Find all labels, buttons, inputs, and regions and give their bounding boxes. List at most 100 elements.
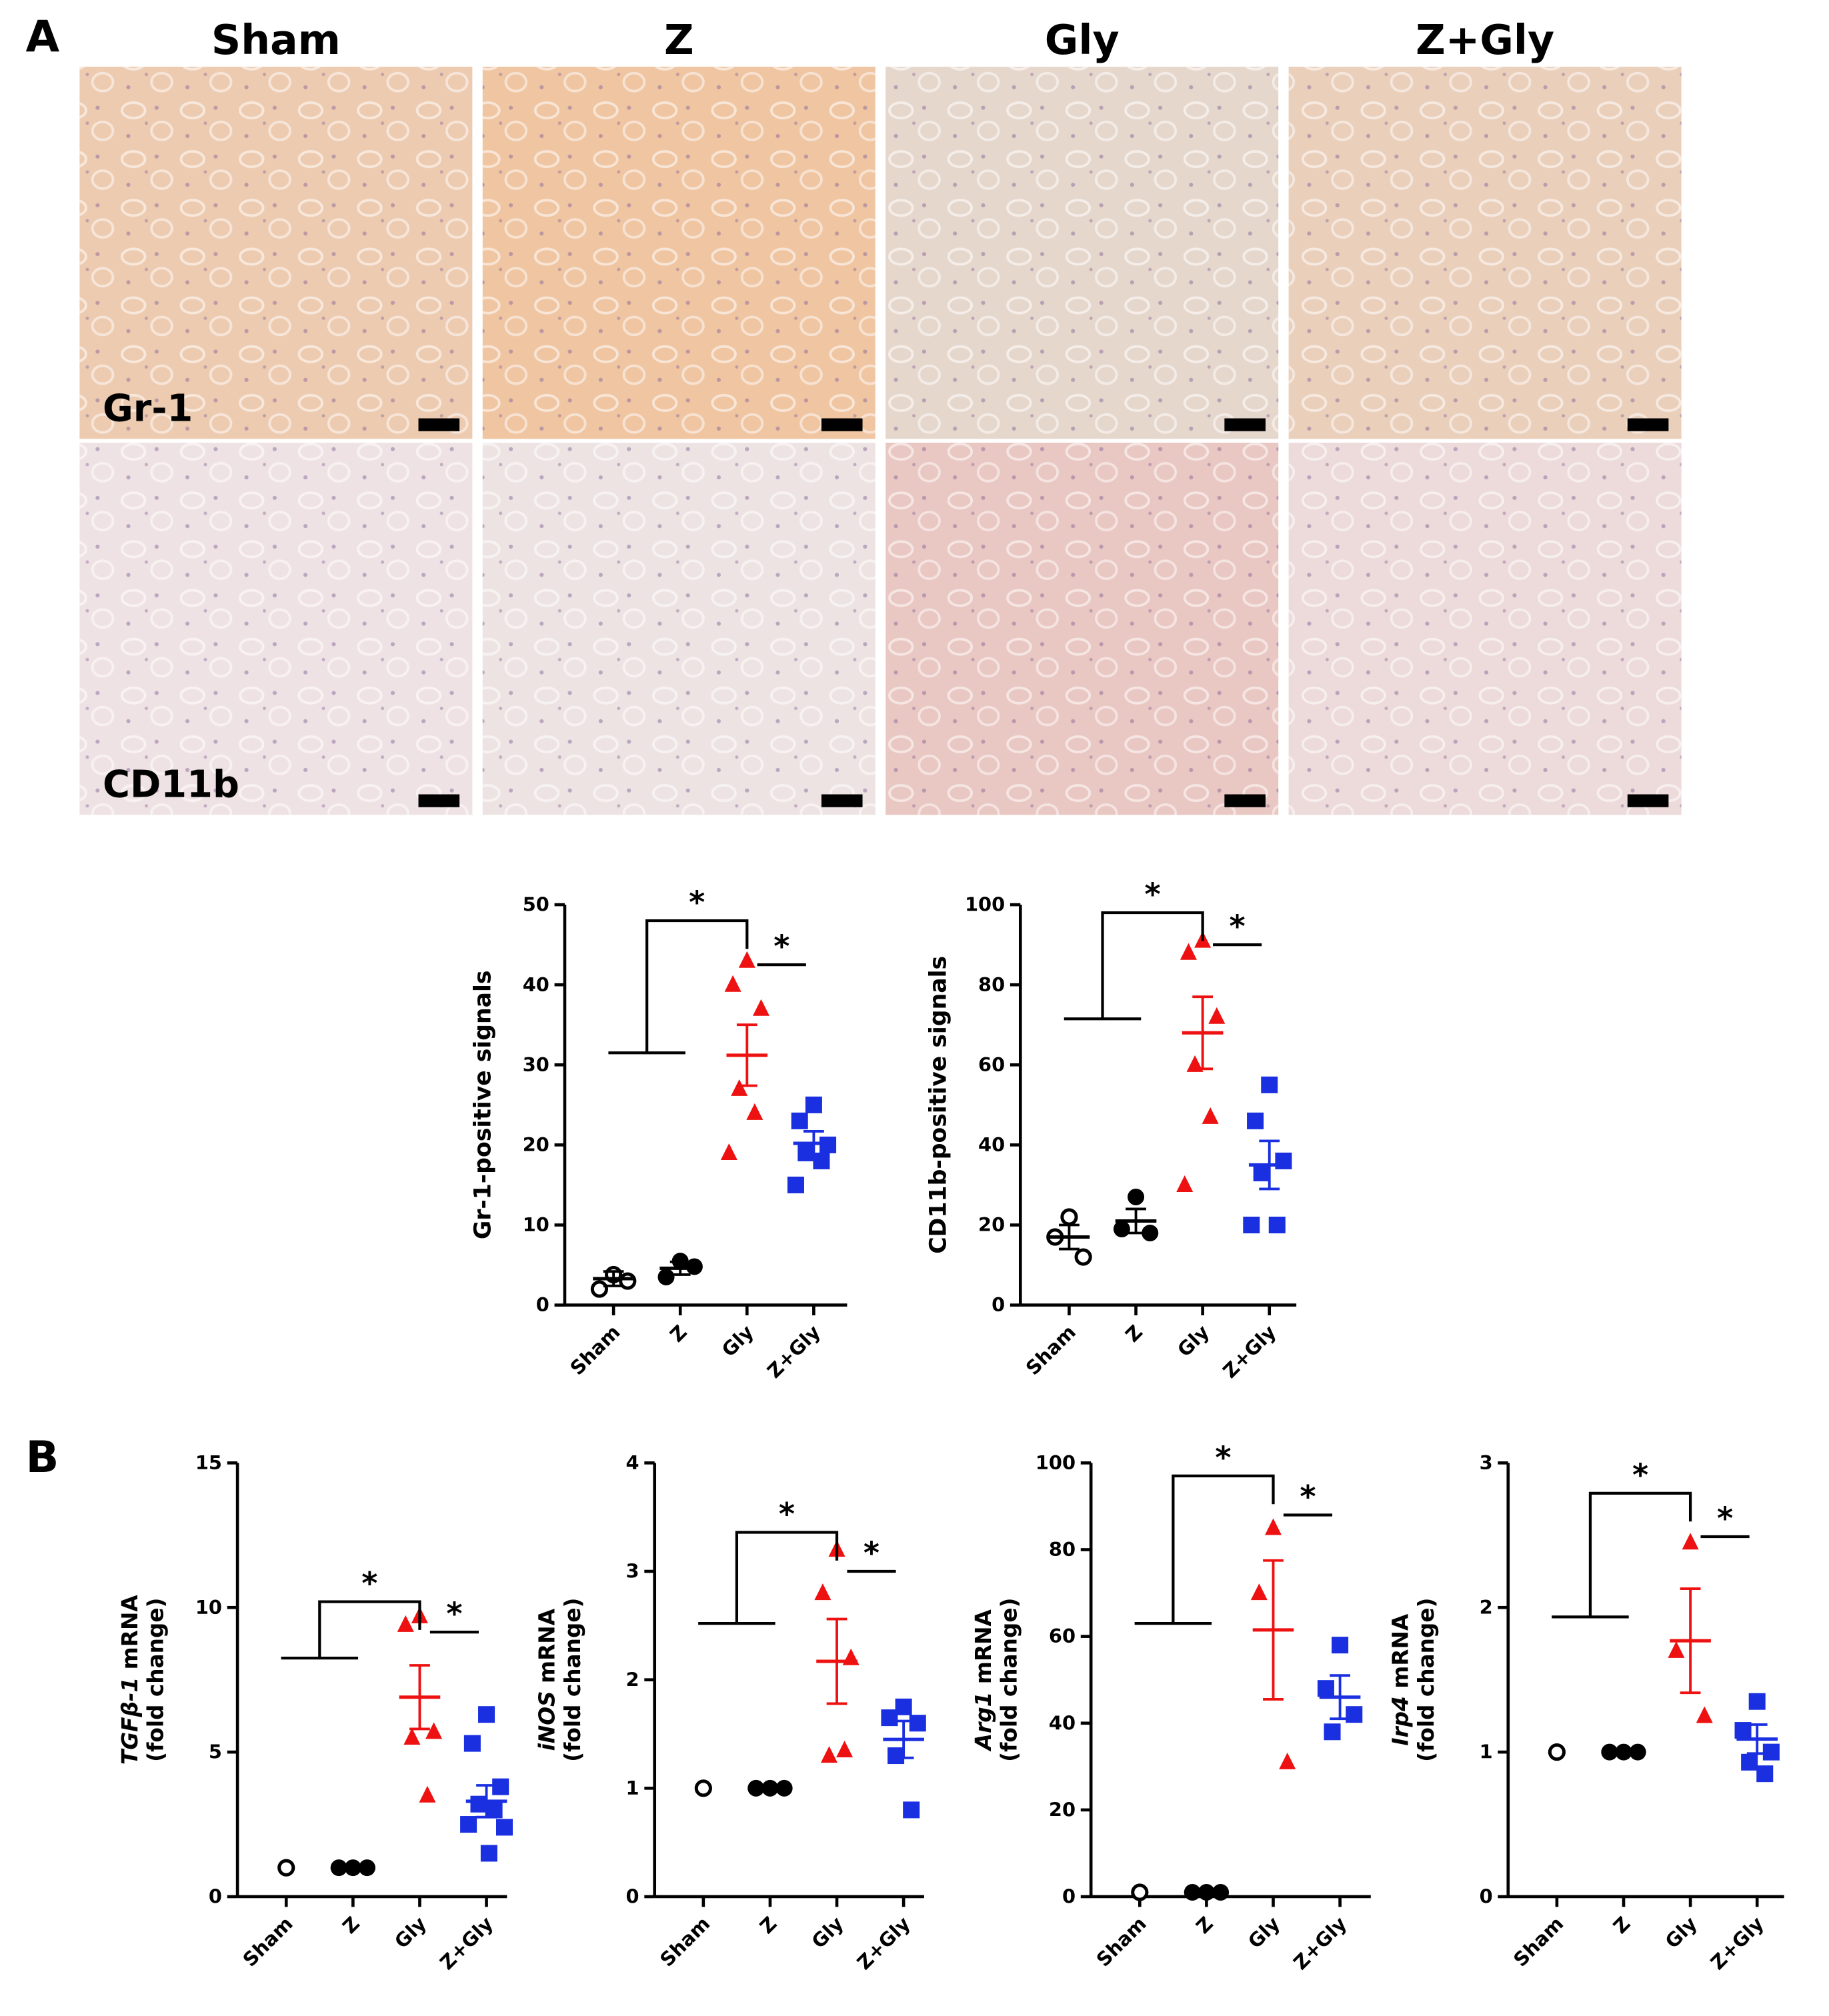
micrograph-texture bbox=[79, 443, 473, 815]
y-axis-label: iNOS mRNA bbox=[535, 1608, 560, 1751]
data-point bbox=[1261, 1076, 1278, 1093]
scale-bar bbox=[1627, 418, 1669, 431]
data-point bbox=[1741, 1753, 1758, 1771]
y-tick-label: 5 bbox=[209, 1741, 222, 1763]
data-point bbox=[403, 1727, 421, 1745]
data-point bbox=[1060, 1208, 1078, 1226]
significance: * bbox=[1717, 1500, 1733, 1536]
x-tick-label: Z bbox=[665, 1321, 691, 1347]
y-axis-label: Irp4 mRNA bbox=[1388, 1613, 1414, 1746]
data-point bbox=[791, 1112, 808, 1129]
data-point bbox=[797, 1144, 815, 1161]
data-point bbox=[1756, 1765, 1774, 1783]
data-point bbox=[836, 1740, 853, 1757]
significance: * bbox=[773, 929, 789, 965]
y-axis-label-text: mRNA bbox=[535, 1608, 560, 1683]
y-tick-label: 4 bbox=[626, 1451, 639, 1474]
scale-bar bbox=[1224, 418, 1266, 431]
row-label: Gr-1 bbox=[103, 387, 193, 430]
x-tick-label: Gly bbox=[717, 1321, 758, 1361]
y-tick-label: 100 bbox=[965, 893, 1005, 916]
bracket bbox=[735, 1531, 839, 1624]
x-tick-label: Sham bbox=[565, 1321, 624, 1379]
y-tick-label: 3 bbox=[1480, 1451, 1493, 1474]
column-label: Z bbox=[664, 16, 694, 64]
data-point bbox=[903, 1801, 920, 1819]
data-point bbox=[746, 1103, 763, 1120]
x-tick-label: Sham bbox=[1092, 1912, 1151, 1971]
y-tick-label: 20 bbox=[523, 1133, 549, 1156]
data-point bbox=[397, 1615, 414, 1632]
y-tick-label: 3 bbox=[626, 1560, 639, 1583]
y-tick-label: 2 bbox=[1480, 1596, 1493, 1619]
data-point bbox=[485, 1801, 503, 1819]
x-tick-label: Sham bbox=[1509, 1912, 1568, 1971]
scale-bar bbox=[418, 794, 460, 807]
data-point bbox=[495, 1819, 513, 1836]
data-point bbox=[425, 1722, 443, 1739]
x-tick-label: Gly bbox=[1244, 1912, 1284, 1953]
data-point bbox=[1264, 1518, 1282, 1535]
data-point bbox=[1208, 1007, 1226, 1024]
significance: * bbox=[689, 885, 705, 921]
data-point bbox=[1548, 1743, 1566, 1761]
y-tick-label: 40 bbox=[978, 1133, 1005, 1156]
x-tick-label: Gly bbox=[807, 1912, 847, 1953]
micrograph-texture bbox=[885, 443, 1279, 815]
data-point bbox=[814, 1583, 831, 1601]
x-tick-label: Sham bbox=[238, 1912, 297, 1971]
x-tick-label: Z+Gly bbox=[763, 1321, 825, 1383]
data-point bbox=[1180, 943, 1197, 960]
data-point bbox=[460, 1816, 477, 1833]
data-point bbox=[1113, 1220, 1130, 1238]
y-tick-label: 100 bbox=[1036, 1451, 1076, 1474]
data-point bbox=[881, 1709, 898, 1727]
y-axis-label: Arg1 mRNA bbox=[971, 1609, 996, 1752]
x-tick-label: Gly bbox=[1173, 1321, 1214, 1361]
data-point bbox=[463, 1735, 481, 1752]
y-tick-label: 60 bbox=[1049, 1625, 1076, 1647]
micrograph-texture bbox=[885, 67, 1279, 439]
scale-bar bbox=[821, 794, 863, 807]
gene-name: iNOS bbox=[535, 1691, 560, 1751]
y-axis-unit: (fold change) bbox=[1414, 1598, 1439, 1762]
micrograph-texture bbox=[482, 67, 875, 439]
data-point bbox=[909, 1715, 926, 1732]
data-point bbox=[1275, 1152, 1292, 1169]
y-tick-label: 0 bbox=[536, 1293, 549, 1316]
x-tick-label: Z bbox=[1192, 1912, 1218, 1938]
data-point bbox=[1682, 1533, 1699, 1550]
bracket bbox=[1101, 911, 1204, 1019]
significance: * bbox=[1215, 1439, 1231, 1475]
data-point bbox=[694, 1779, 712, 1797]
data-point bbox=[720, 1143, 737, 1160]
bracket bbox=[1588, 1491, 1692, 1617]
x-tick-label: Sham bbox=[655, 1912, 714, 1971]
gene-name: Arg1 bbox=[971, 1692, 996, 1753]
data-point bbox=[1202, 1107, 1219, 1124]
y-tick-label: 60 bbox=[978, 1053, 1005, 1076]
column-label: Z+Gly bbox=[1416, 16, 1554, 64]
x-tick-label: Z bbox=[1609, 1912, 1635, 1938]
scale-bar bbox=[821, 418, 863, 431]
x-tick-label: Sham bbox=[1022, 1321, 1080, 1379]
micrograph-texture bbox=[1288, 443, 1682, 815]
x-tick-label: Z+Gly bbox=[853, 1912, 915, 1974]
data-point bbox=[1762, 1743, 1780, 1761]
data-point bbox=[805, 1096, 822, 1113]
y-tick-label: 1 bbox=[1480, 1741, 1493, 1763]
data-point bbox=[1668, 1641, 1685, 1658]
y-tick-label: 2 bbox=[626, 1668, 639, 1691]
data-point bbox=[724, 975, 741, 992]
data-point bbox=[492, 1778, 509, 1795]
scale-bar bbox=[1627, 794, 1669, 807]
data-point bbox=[1128, 1188, 1145, 1205]
y-axis-label: CD11b-positive signals bbox=[926, 956, 952, 1254]
x-tick-label: Z bbox=[755, 1912, 781, 1938]
data-point bbox=[1142, 1224, 1159, 1242]
y-axis-label-text: mRNA bbox=[1388, 1613, 1414, 1689]
panel-label: B bbox=[26, 1432, 59, 1483]
data-point bbox=[1317, 1680, 1334, 1697]
y-tick-label: 20 bbox=[1049, 1798, 1076, 1821]
